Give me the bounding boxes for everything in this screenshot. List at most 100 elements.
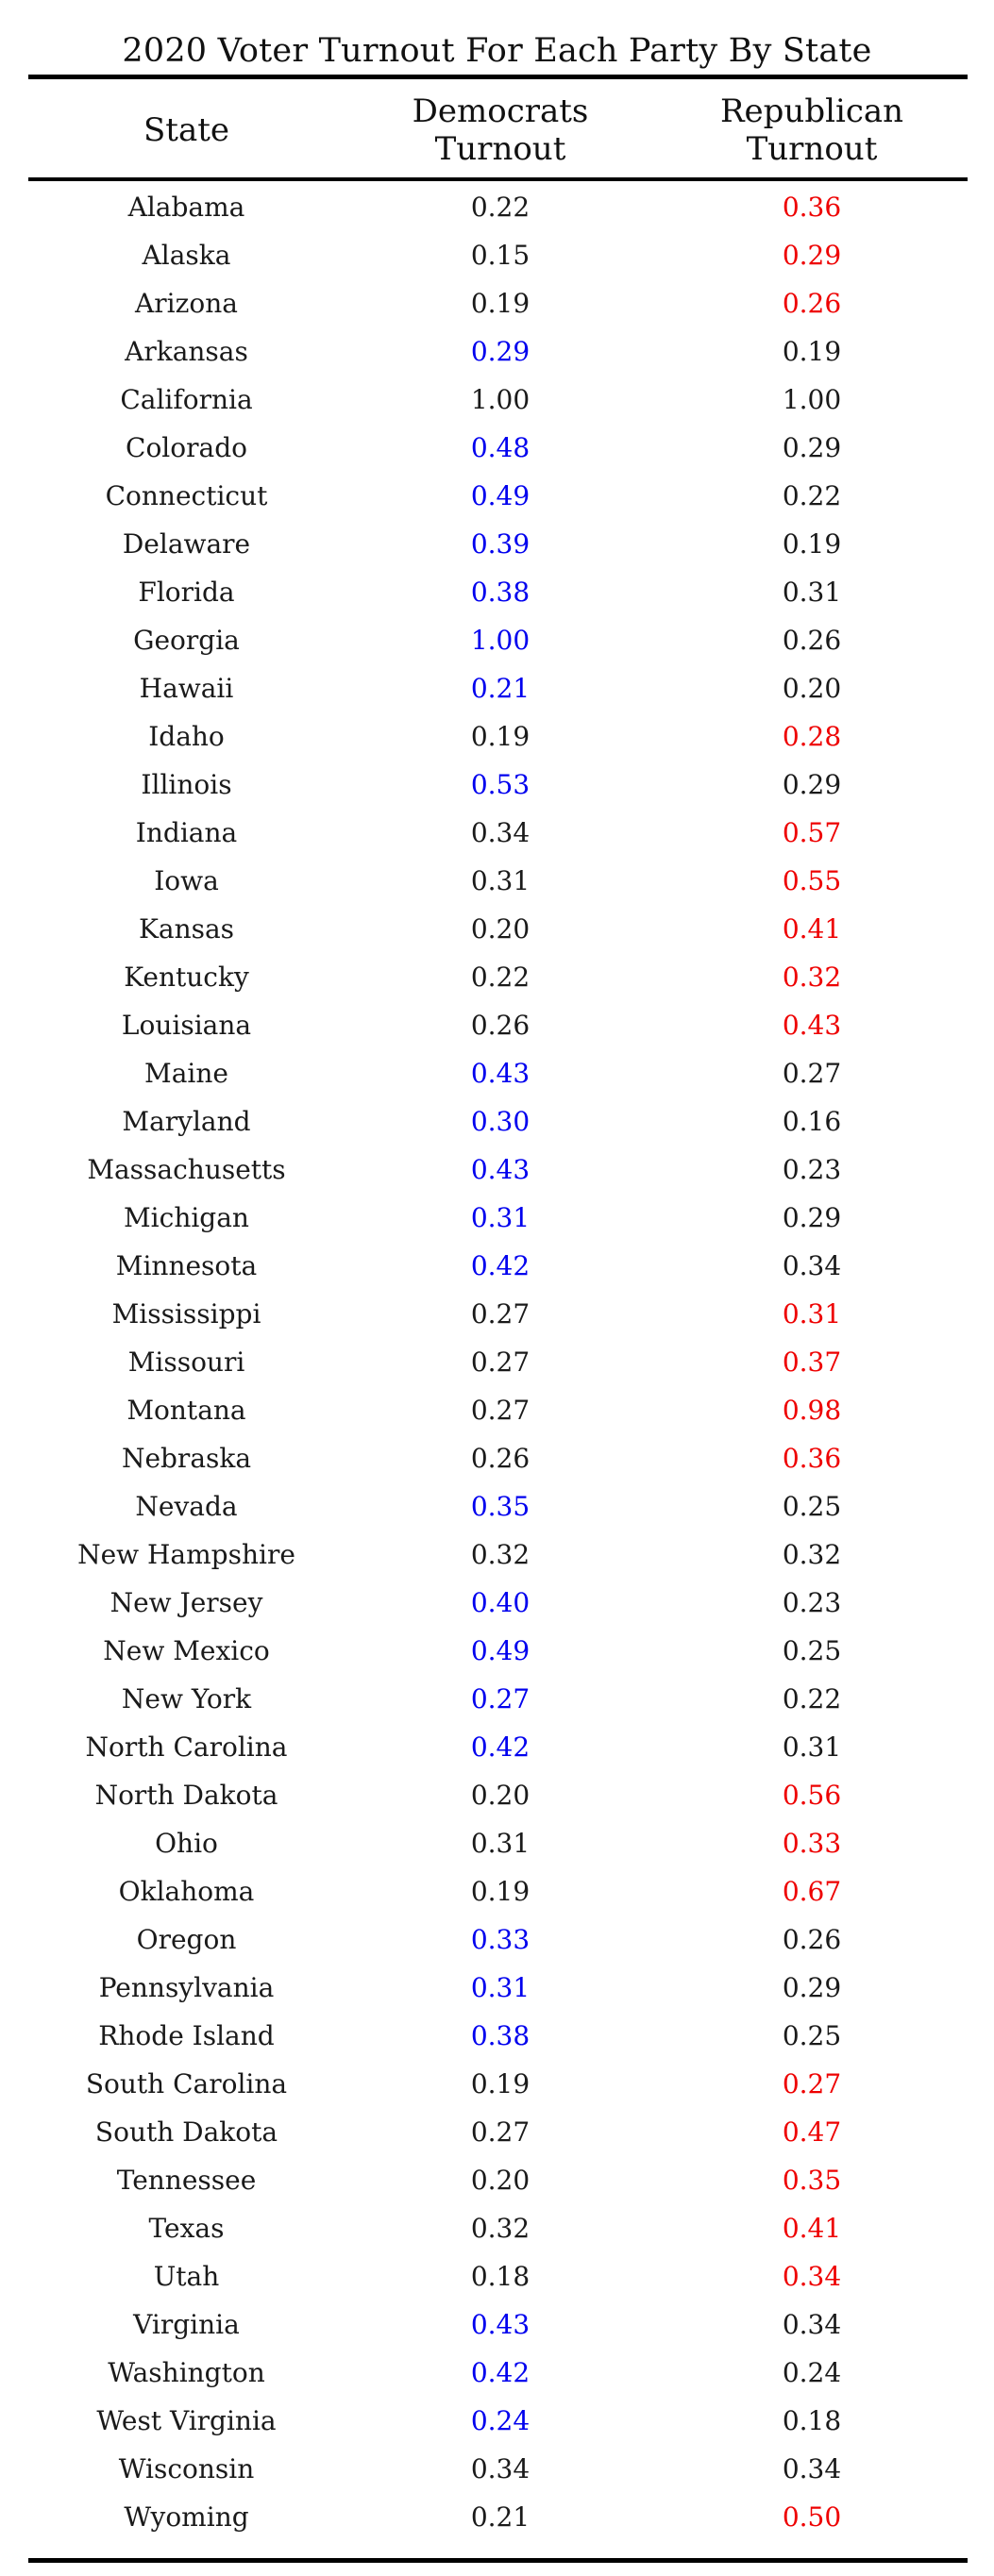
democrats-turnout-cell: 0.19	[470, 288, 531, 319]
democrats-turnout-cell: 0.49	[470, 1635, 531, 1666]
table-row: Oregon 0.33 0.26	[28, 1915, 968, 1964]
table-row: Washington 0.42 0.24	[28, 2349, 968, 2397]
republican-turnout-cell: 0.56	[782, 1780, 842, 1811]
table-row: Montana 0.27 0.98	[28, 1386, 968, 1434]
democrats-turnout-cell: 0.43	[470, 2309, 531, 2340]
republican-turnout-cell: 0.55	[782, 865, 842, 896]
table-row: Nevada 0.35 0.25	[28, 1482, 968, 1531]
header-democrats-line-2: Turnout	[434, 130, 566, 168]
republican-turnout-cell: 0.41	[782, 2213, 842, 2244]
republican-turnout-cell: 0.18	[782, 2405, 842, 2436]
democrats-turnout-cell: 0.24	[470, 2405, 531, 2436]
state-cell: Indiana	[135, 817, 238, 848]
democrats-turnout-cell: 0.42	[470, 1250, 531, 1281]
republican-turnout-cell: 0.26	[782, 288, 842, 319]
state-cell: Wisconsin	[118, 2453, 255, 2484]
state-cell: New Jersey	[110, 1587, 263, 1618]
state-cell: Tennessee	[116, 2165, 257, 2196]
table-row: Arkansas 0.29 0.19	[28, 327, 968, 376]
state-cell: Oregon	[136, 1924, 237, 1955]
state-cell: New York	[121, 1683, 252, 1715]
republican-turnout-cell: 0.31	[782, 1731, 842, 1763]
bottom-rule	[28, 2558, 968, 2563]
table-row: Iowa 0.31 0.55	[28, 857, 968, 905]
democrats-turnout-cell: 0.21	[470, 673, 531, 704]
header-state-line-1: State	[143, 111, 229, 149]
republican-turnout-cell: 0.22	[782, 480, 842, 511]
table-row: Kansas 0.20 0.41	[28, 905, 968, 953]
state-cell: Alabama	[127, 192, 245, 223]
state-cell: Louisiana	[121, 1010, 252, 1041]
democrats-turnout-cell: 0.27	[470, 2116, 531, 2148]
header-rule	[28, 177, 968, 181]
table-row: Utah 0.18 0.34	[28, 2252, 968, 2300]
header-republican-line-1: Republican	[719, 92, 904, 130]
republican-turnout-cell: 0.36	[782, 192, 842, 223]
state-cell: Montana	[126, 1395, 246, 1426]
state-cell: New Hampshire	[77, 1539, 295, 1570]
state-cell: Rhode Island	[98, 2020, 275, 2051]
table-row: North Dakota 0.20 0.56	[28, 1771, 968, 1819]
header-republican-turnout: Republican Turnout	[656, 87, 968, 174]
table-row: Kentucky 0.22 0.32	[28, 953, 968, 1001]
republican-turnout-cell: 0.29	[782, 769, 842, 800]
democrats-turnout-cell: 0.38	[470, 577, 531, 608]
table-row: Florida 0.38 0.31	[28, 568, 968, 616]
democrats-turnout-cell: 1.00	[470, 625, 531, 656]
header-state: State	[28, 87, 345, 174]
state-cell: Nebraska	[121, 1443, 252, 1474]
table-row: Tennessee 0.20 0.35	[28, 2156, 968, 2204]
democrats-turnout-cell: 0.22	[470, 962, 531, 993]
democrats-turnout-cell: 0.43	[470, 1058, 531, 1089]
table-row: South Carolina 0.19 0.27	[28, 2060, 968, 2108]
republican-turnout-cell: 0.57	[782, 817, 842, 848]
democrats-turnout-cell: 0.19	[470, 2068, 531, 2099]
table-row: West Virginia 0.24 0.18	[28, 2397, 968, 2445]
table-row: Maine 0.43 0.27	[28, 1049, 968, 1097]
table-row: South Dakota 0.27 0.47	[28, 2108, 968, 2156]
state-cell: Washington	[108, 2357, 265, 2388]
democrats-turnout-cell: 0.22	[470, 192, 531, 223]
republican-turnout-cell: 0.50	[782, 2501, 842, 2533]
state-cell: Iowa	[154, 865, 219, 896]
democrats-turnout-cell: 0.19	[470, 1876, 531, 1907]
republican-turnout-cell: 0.22	[782, 1683, 842, 1715]
state-cell: Idaho	[148, 721, 225, 752]
democrats-turnout-cell: 0.26	[470, 1010, 531, 1041]
republican-turnout-cell: 0.37	[782, 1347, 842, 1378]
top-rule	[28, 75, 968, 79]
state-cell: Missouri	[127, 1347, 245, 1378]
republican-turnout-cell: 0.25	[782, 1635, 842, 1666]
table-row: Indiana 0.34 0.57	[28, 809, 968, 857]
republican-turnout-cell: 0.26	[782, 1924, 842, 1955]
table-row: Alaska 0.15 0.29	[28, 231, 968, 279]
state-cell: Texas	[148, 2213, 225, 2244]
header-democrats-turnout: Democrats Turnout	[345, 87, 656, 174]
table-row: Maryland 0.30 0.16	[28, 1097, 968, 1146]
table-row: Connecticut 0.49 0.22	[28, 472, 968, 520]
table-row: Alabama 0.22 0.36	[28, 183, 968, 231]
table-row: New York 0.27 0.22	[28, 1675, 968, 1723]
democrats-turnout-cell: 0.42	[470, 2357, 531, 2388]
table-row: Michigan 0.31 0.29	[28, 1194, 968, 1242]
state-cell: Connecticut	[105, 480, 268, 511]
democrats-turnout-cell: 0.48	[470, 432, 531, 463]
state-cell: Pennsylvania	[98, 1972, 275, 2003]
republican-turnout-cell: 0.27	[782, 1058, 842, 1089]
table-row: Rhode Island 0.38 0.25	[28, 2012, 968, 2060]
state-cell: Massachusetts	[87, 1154, 286, 1185]
state-cell: South Dakota	[94, 2116, 278, 2148]
state-cell: Mississippi	[111, 1298, 261, 1330]
state-cell: Nevada	[135, 1491, 238, 1522]
state-cell: Alaska	[142, 240, 231, 271]
state-cell: Colorado	[126, 432, 247, 463]
democrats-turnout-cell: 0.27	[470, 1395, 531, 1426]
democrats-turnout-cell: 0.31	[470, 1828, 531, 1859]
state-cell: California	[120, 384, 253, 415]
table-header: State Democrats Turnout Republican Turno…	[28, 87, 968, 174]
table-row: Hawaii 0.21 0.20	[28, 664, 968, 712]
democrats-turnout-cell: 0.27	[470, 1683, 531, 1715]
democrats-turnout-cell: 0.20	[470, 2165, 531, 2196]
republican-turnout-cell: 0.23	[782, 1587, 842, 1618]
state-cell: Hawaii	[139, 673, 234, 704]
